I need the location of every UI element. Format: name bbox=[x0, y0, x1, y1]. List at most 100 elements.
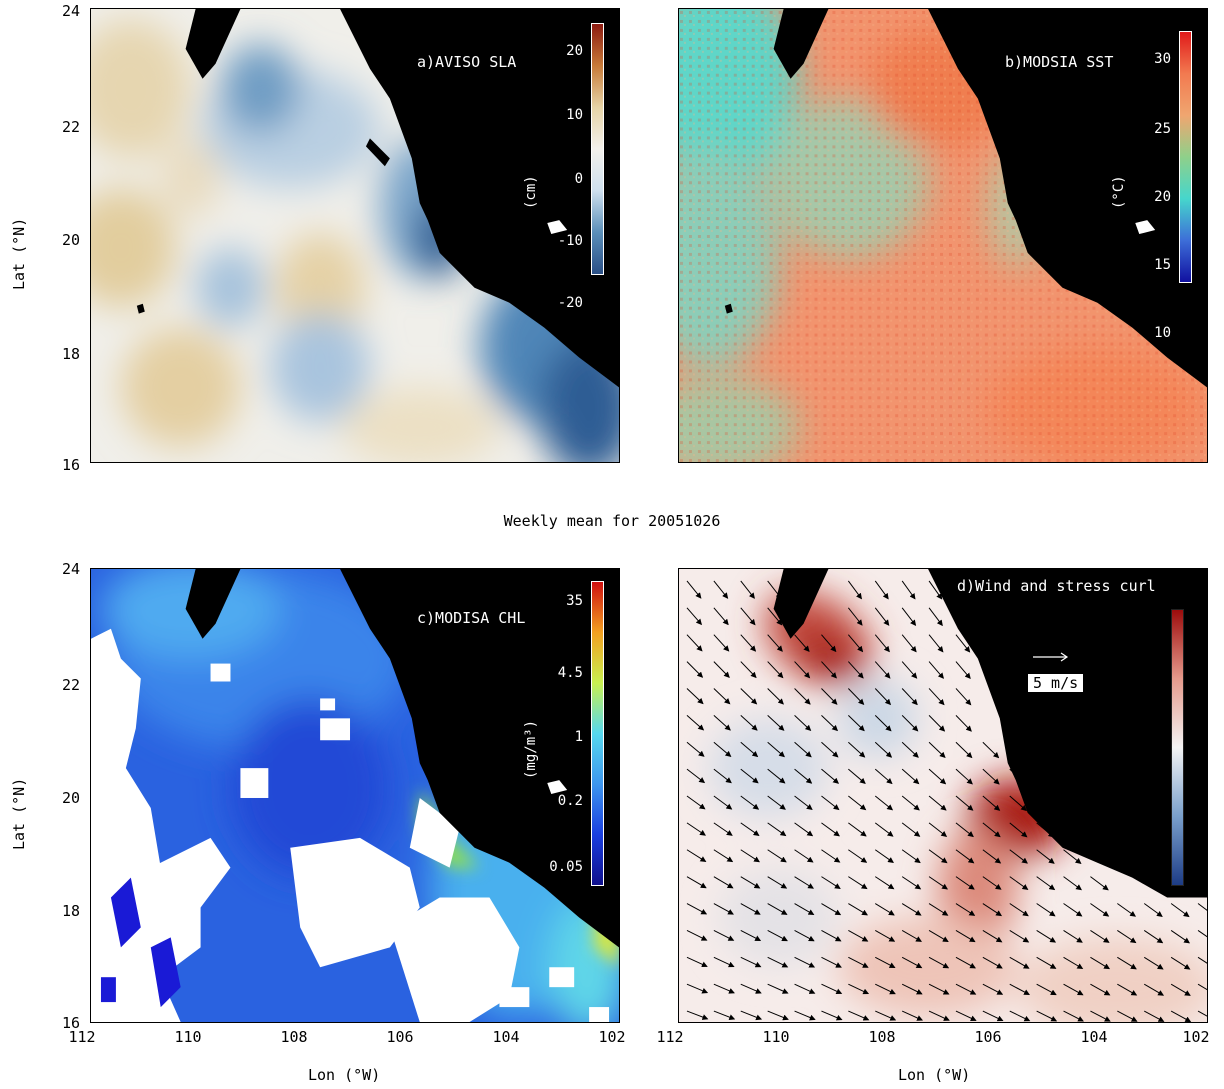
wind-vector bbox=[767, 580, 782, 600]
wind-vector bbox=[713, 661, 730, 678]
wind-vector bbox=[874, 688, 892, 706]
wind-vector bbox=[847, 607, 863, 626]
wind-vector bbox=[848, 929, 869, 942]
wind-vector bbox=[1036, 983, 1057, 996]
wind-vector bbox=[713, 1010, 736, 1021]
ytick-a-20: 20 bbox=[61, 231, 80, 249]
wind-vector bbox=[901, 929, 922, 942]
ytick-a-18: 18 bbox=[61, 345, 80, 363]
cbar-d-tick-m5: -5 bbox=[1146, 875, 1163, 891]
wind-vector bbox=[955, 768, 973, 785]
wind-vector bbox=[901, 983, 923, 995]
wind-vector bbox=[1009, 849, 1028, 864]
wind-vector bbox=[847, 661, 864, 679]
wind-vector bbox=[1197, 929, 1207, 938]
wind-vector bbox=[1036, 876, 1056, 891]
wind-vector bbox=[1009, 795, 1027, 812]
wind-vector bbox=[1090, 956, 1111, 970]
lon-axis-label-left: Lon (°W) bbox=[308, 1066, 381, 1084]
wind-vector bbox=[955, 795, 974, 811]
wind-vector bbox=[928, 634, 944, 653]
xtick-d-106: 106 bbox=[974, 1028, 1002, 1046]
wind-vector bbox=[875, 929, 896, 942]
wind-vector bbox=[686, 903, 708, 915]
wind-vector bbox=[1197, 1010, 1207, 1017]
wind-vector bbox=[686, 634, 703, 652]
wind-vector bbox=[767, 795, 786, 810]
wind-vector bbox=[686, 741, 705, 757]
wind-vector bbox=[1143, 903, 1163, 917]
wind-vector bbox=[928, 849, 948, 864]
wind-vector bbox=[821, 688, 838, 705]
wind-vector bbox=[901, 876, 922, 890]
xtick-d-104: 104 bbox=[1080, 1028, 1108, 1046]
wind-vector bbox=[740, 903, 761, 915]
cbar-c-tick-0.2: 0.2 bbox=[557, 793, 583, 809]
wind-vector bbox=[875, 956, 896, 968]
wind-vector bbox=[1063, 822, 1082, 838]
wind-vector bbox=[848, 983, 870, 995]
wind-vector bbox=[740, 607, 756, 626]
wind-vector bbox=[686, 661, 704, 678]
wind-vector bbox=[928, 768, 947, 785]
wind-vector bbox=[1009, 876, 1029, 890]
wind-vector bbox=[955, 661, 971, 680]
wind-vector bbox=[740, 580, 755, 599]
wind-curl-field bbox=[679, 569, 1207, 1022]
wind-vector bbox=[1090, 983, 1111, 996]
wind-vector bbox=[686, 688, 704, 705]
wind-vector bbox=[901, 795, 920, 811]
wind-vector bbox=[1090, 822, 1108, 838]
wind-vector bbox=[1090, 876, 1109, 891]
wind-vector bbox=[740, 849, 760, 863]
wind-vector bbox=[955, 983, 977, 995]
wind-vector bbox=[928, 795, 947, 811]
wind-vector bbox=[1117, 929, 1137, 944]
xtick-c-106: 106 bbox=[386, 1028, 414, 1046]
wind-vectors bbox=[686, 580, 1207, 1022]
wind-vector bbox=[740, 929, 762, 941]
wind-vector bbox=[713, 822, 733, 836]
wind-vector bbox=[713, 795, 733, 810]
lat-axis-label-top: Lat (°N) bbox=[10, 217, 28, 290]
wind-vector bbox=[955, 688, 972, 706]
wind-vector bbox=[848, 822, 867, 837]
wind-vector bbox=[794, 661, 811, 679]
wind-vector bbox=[740, 688, 758, 705]
cbar-a-tick-m10: -10 bbox=[557, 233, 583, 249]
wind-vector bbox=[955, 903, 976, 916]
wind-vector bbox=[1197, 903, 1207, 911]
wind-vector bbox=[874, 661, 891, 679]
wind-vector bbox=[794, 903, 815, 916]
wind-vector bbox=[874, 741, 893, 758]
wind-vector bbox=[1009, 983, 1030, 995]
wind-vector bbox=[1036, 849, 1055, 864]
wind-vector bbox=[848, 903, 868, 916]
wind-vector bbox=[713, 876, 734, 889]
xtick-d-108: 108 bbox=[868, 1028, 896, 1046]
wind-vector bbox=[767, 714, 785, 731]
wind-vector bbox=[1063, 849, 1082, 864]
wind-vector bbox=[740, 795, 760, 810]
panel-a-title: a)AVISO SLA bbox=[417, 53, 517, 71]
wind-vector bbox=[928, 1010, 950, 1021]
wind-vector bbox=[1063, 983, 1084, 996]
wind-vector bbox=[982, 741, 1000, 759]
wind-vector bbox=[982, 903, 1003, 917]
wind-vector bbox=[1117, 1010, 1138, 1022]
cbar-c-tick-1: 1 bbox=[574, 729, 583, 745]
wind-vector bbox=[874, 580, 889, 600]
wind-vector bbox=[1170, 983, 1191, 996]
chl-colorbar bbox=[591, 581, 604, 886]
wind-vector bbox=[874, 822, 894, 837]
wind-vector bbox=[1170, 956, 1191, 970]
wind-vector bbox=[767, 849, 787, 863]
wind-vector bbox=[740, 768, 759, 784]
panel-c-chl-map: c)MODISA CHL 35 4.5 1 0.2 0.05 (mg/m³) bbox=[90, 568, 620, 1023]
wind-vector bbox=[928, 580, 943, 600]
wind-vector bbox=[874, 795, 894, 811]
xtick-d-112: 112 bbox=[656, 1028, 684, 1046]
wind-vector bbox=[794, 741, 812, 758]
wind-vector bbox=[901, 956, 923, 969]
cbar-d-tick-0: 0 bbox=[1154, 739, 1163, 755]
